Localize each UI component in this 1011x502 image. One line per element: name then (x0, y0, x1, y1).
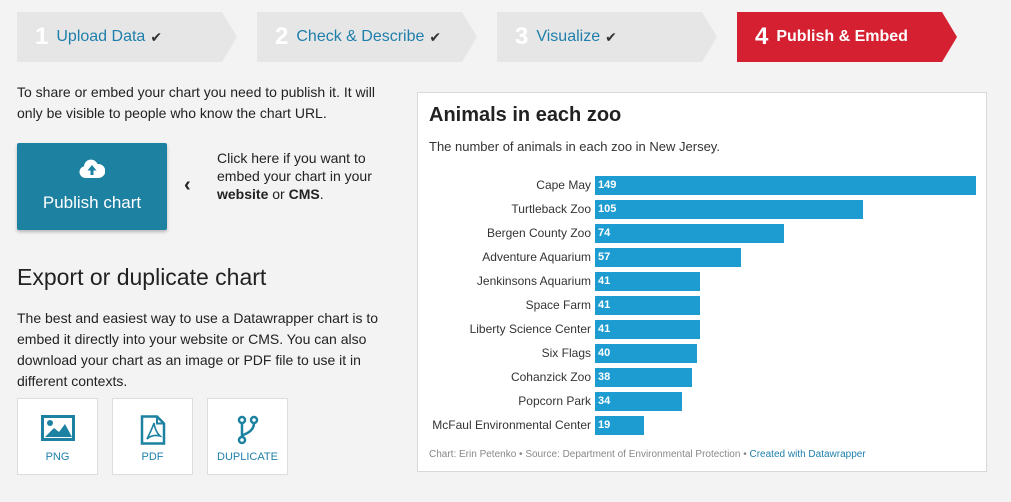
export-pdf-label: PDF (141, 451, 164, 463)
export-png-button[interactable]: PNG (17, 398, 98, 475)
publish-button-label: Publish chart (42, 193, 142, 212)
bar-value-label: 41 (598, 275, 611, 287)
cloud-upload-icon (79, 158, 106, 185)
checkmark-icon: ✔ (150, 28, 163, 45)
bar (595, 296, 700, 315)
chart-credits: Chart: Erin Petenko • Source: Department… (429, 449, 750, 460)
step-label: Check & Describe (296, 28, 425, 45)
bar-category-label: Turtleback Zoo (511, 202, 591, 216)
step-label: Publish & Embed (776, 28, 908, 45)
duplicate-label: DUPLICATE (217, 451, 278, 463)
bar-category-label: Bergen County Zoo (486, 226, 591, 240)
hint-mid: or (268, 186, 289, 202)
hint-suffix: . (319, 186, 324, 202)
bar (595, 416, 644, 435)
checkmark-icon: ✔ (429, 28, 442, 45)
hint-cms: CMS (288, 186, 320, 202)
bar (595, 392, 682, 411)
bar (595, 320, 700, 339)
bar (595, 272, 700, 291)
publish-chart-button[interactable]: Publish chart (17, 143, 167, 230)
bar-chart: Cape May 149 Turtleback Zoo 105 Bergen Count… (418, 93, 988, 473)
bar-value-label: 105 (598, 203, 617, 215)
chart-footer: Chart: Erin Petenko • Source: Department… (429, 449, 866, 460)
pdf-icon (113, 415, 192, 445)
image-icon (18, 415, 97, 441)
step-number: 2 (275, 23, 289, 50)
bar-value-label: 41 (598, 323, 611, 335)
export-description: The best and easiest way to use a Datawr… (17, 310, 379, 389)
bar (595, 176, 976, 195)
bar-value-label: 41 (598, 299, 611, 311)
hint-website: website (217, 186, 269, 202)
publish-intro: To share or embed your chart you need to… (17, 84, 375, 121)
step-visualize[interactable]: 3 Visualize ✔ (497, 12, 719, 62)
duplicate-button[interactable]: DUPLICATE (207, 398, 288, 475)
step-publish-embed[interactable]: 4 Publish & Embed (737, 12, 959, 62)
step-shape (257, 12, 477, 62)
bar-category-label: Six Flags (541, 346, 591, 360)
bar (595, 200, 863, 219)
chart-preview: Animals in each zoo The number of animal… (417, 92, 987, 472)
bar-value-label: 38 (598, 371, 611, 383)
step-number: 1 (35, 23, 49, 50)
fork-icon (208, 415, 287, 445)
bar (595, 368, 692, 387)
datawrapper-link[interactable]: Created with Datawrapper (749, 449, 866, 460)
step-label: Visualize (536, 28, 601, 45)
bar-category-label: Space Farm (525, 298, 591, 312)
bar-value-label: 74 (598, 227, 611, 239)
bar-value-label: 34 (598, 395, 611, 407)
bar-value-label: 149 (598, 179, 617, 191)
bar-category-label: Liberty Science Center (469, 322, 591, 336)
chart-subtitle: The number of animals in each zoo in New… (429, 139, 720, 154)
step-number: 4 (755, 23, 769, 50)
bar-category-label: McFaul Environmental Center (432, 418, 591, 432)
step-shape (737, 12, 957, 62)
step-shape (497, 12, 717, 62)
bar (595, 344, 697, 363)
bar-value-label: 19 (598, 419, 611, 431)
step-upload-data[interactable]: 1 Upload Data ✔ (17, 12, 239, 62)
bar (595, 248, 741, 267)
bar-category-label: Cohanzick Zoo (510, 370, 591, 384)
step-shape (17, 12, 237, 62)
hint-prefix: Click here if you want to embed your cha… (217, 150, 372, 184)
bar-value-label: 57 (598, 251, 611, 263)
export-title: Export or duplicate chart (17, 264, 267, 290)
bar-category-label: Jenkinsons Aquarium (476, 274, 591, 288)
step-navigation: 1 Upload Data ✔ 2 Check & Describe ✔ 3 Visual… (17, 12, 997, 62)
step-label: Upload Data (56, 28, 146, 45)
chevron-left-icon: ‹ (184, 174, 191, 196)
step-number: 3 (515, 23, 529, 50)
export-pdf-button[interactable]: PDF (112, 398, 193, 475)
bar (595, 224, 784, 243)
bar-category-label: Popcorn Park (518, 394, 591, 408)
bar-value-label: 40 (598, 347, 611, 359)
publish-hint: Click here if you want to embed your cha… (217, 149, 382, 203)
checkmark-icon: ✔ (605, 28, 617, 45)
step-check-describe[interactable]: 2 Check & Describe ✔ (257, 12, 479, 62)
chart-title: Animals in each zoo (429, 104, 622, 126)
bar-category-label: Adventure Aquarium (482, 250, 591, 264)
export-png-label: PNG (45, 451, 70, 463)
bar-category-label: Cape May (536, 178, 591, 192)
